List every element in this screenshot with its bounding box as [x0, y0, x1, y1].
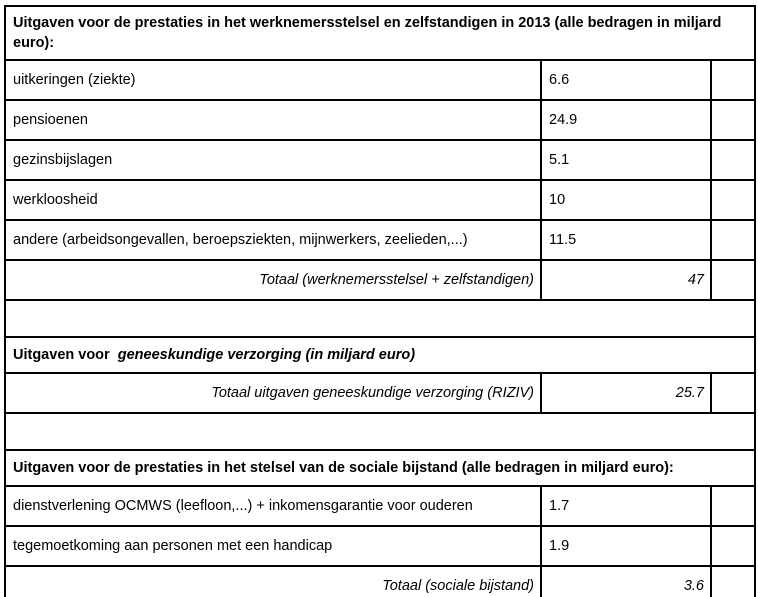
header-text-italic: geneeskundige verzorging (in miljard eur… — [113, 347, 416, 363]
row-label: andere (arbeidsongevallen, beroepsziekte… — [4, 219, 542, 261]
spacer-row — [3, 299, 757, 338]
row-extra-cell — [709, 99, 757, 141]
table-row-dienstverlening: dienstverlening OCMWS (leefloon,...) + i… — [4, 485, 757, 527]
total-label: Totaal (sociale bijstand) — [4, 565, 542, 597]
total-label: Totaal (werknemersstelsel + zelfstandige… — [4, 259, 542, 301]
spacer-row — [3, 412, 757, 451]
table-row-andere: andere (arbeidsongevallen, beroepsziekte… — [4, 219, 757, 261]
row-extra-cell — [709, 139, 757, 181]
total-value: 25.7 — [540, 372, 712, 414]
table-row-uitkeringen: uitkeringen (ziekte) 6.6 — [4, 59, 757, 101]
row-extra-cell — [709, 525, 757, 567]
row-extra-cell — [709, 259, 757, 301]
total-value: 3.6 — [540, 565, 712, 597]
table-row-gezinsbijslagen: gezinsbijslagen 5.1 — [4, 139, 757, 181]
row-value: 1.7 — [540, 485, 712, 527]
total-row-sociale-bijstand: Totaal (sociale bijstand) 3.6 — [4, 565, 757, 597]
total-value: 47 — [540, 259, 712, 301]
total-row-riziv: Totaal uitgaven geneeskundige verzorging… — [4, 372, 757, 414]
spacer-cell — [3, 412, 757, 451]
section-header-row-geneeskundige-verzorging: Uitgaven voor geneeskundige verzorging (… — [3, 336, 757, 374]
row-extra-cell — [709, 59, 757, 101]
row-label: uitkeringen (ziekte) — [4, 59, 542, 101]
expenditure-table: Uitgaven voor de prestaties in het werkn… — [3, 5, 757, 597]
row-label: tegemoetkoming aan personen met een hand… — [4, 525, 542, 567]
row-value: 6.6 — [540, 59, 712, 101]
spacer-cell — [3, 299, 757, 338]
row-label: pensioenen — [4, 99, 542, 141]
header-text-normal: Uitgaven voor — [13, 347, 114, 363]
row-value: 5.1 — [540, 139, 712, 181]
row-extra-cell — [709, 485, 757, 527]
table-row-werkloosheid: werkloosheid 10 — [4, 179, 757, 221]
table-row-tegemoetkoming: tegemoetkoming aan personen met een hand… — [4, 525, 757, 567]
row-label: gezinsbijslagen — [4, 139, 542, 181]
total-row-werknemersstelsel: Totaal (werknemersstelsel + zelfstandige… — [4, 259, 757, 301]
row-extra-cell — [709, 372, 757, 414]
row-value: 11.5 — [540, 219, 712, 261]
row-extra-cell — [709, 179, 757, 221]
row-extra-cell — [709, 219, 757, 261]
section-header-row-werknemersstelsel: Uitgaven voor de prestaties in het werkn… — [3, 5, 757, 61]
section-header-label: Uitgaven voor de prestaties in het werkn… — [3, 5, 757, 61]
row-extra-cell — [709, 565, 757, 597]
total-label: Totaal uitgaven geneeskundige verzorging… — [4, 372, 542, 414]
row-value: 24.9 — [540, 99, 712, 141]
section-header-label: Uitgaven voor de prestaties in het stels… — [3, 449, 757, 487]
section-header-row-sociale-bijstand: Uitgaven voor de prestaties in het stels… — [3, 449, 757, 487]
table-row-pensioenen: pensioenen 24.9 — [4, 99, 757, 141]
row-label: werkloosheid — [4, 179, 542, 221]
row-value: 1.9 — [540, 525, 712, 567]
row-label: dienstverlening OCMWS (leefloon,...) + i… — [4, 485, 542, 527]
section-header-label: Uitgaven voor geneeskundige verzorging (… — [3, 336, 757, 374]
row-value: 10 — [540, 179, 712, 221]
